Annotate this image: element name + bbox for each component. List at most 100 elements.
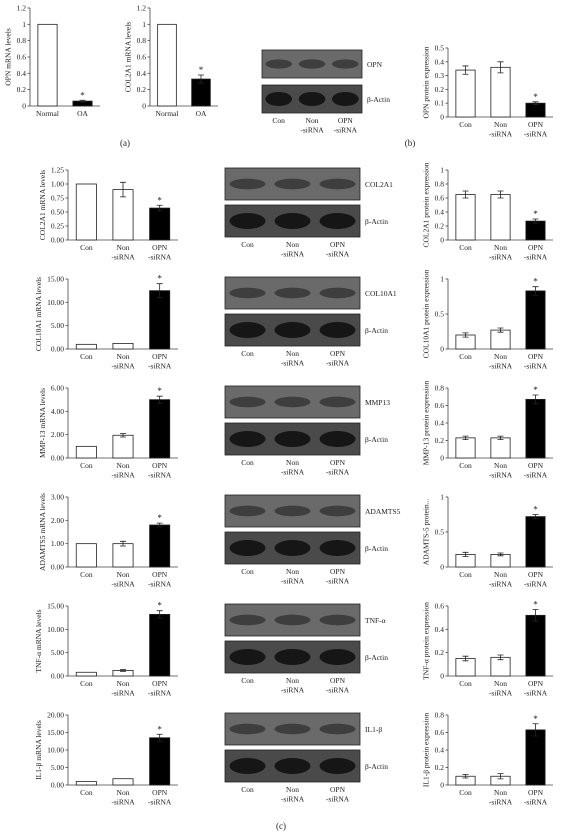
significance-mark: * (533, 385, 538, 395)
error-bar (462, 65, 469, 75)
x-tick-label: OPN -siRNA (524, 352, 548, 371)
bar (455, 69, 476, 118)
y-tick-label: 1 (440, 166, 444, 175)
y-tick-label: 0.3 (435, 71, 445, 80)
y-tick-label: 1.2 (137, 4, 147, 13)
y-axis-label: MMP-13 mRNA levels (38, 388, 47, 458)
y-tick-label: 0.75 (51, 194, 64, 203)
y-tick-label: 0.6 (435, 401, 445, 410)
y-tick-label: 0.2 (435, 436, 445, 445)
error-bar (532, 514, 539, 520)
y-tick-label: 0.8 (435, 180, 445, 189)
protein-label: COL2A1 (365, 180, 393, 189)
y-tick-label: 1 (22, 20, 26, 29)
x-tick-label: Non -siRNA (111, 570, 135, 589)
blot-band (274, 614, 311, 626)
bar (490, 194, 511, 241)
blot-band (274, 322, 311, 338)
x-tick-label: Non -siRNA (489, 352, 513, 371)
blot-band (229, 396, 266, 408)
bar (75, 671, 97, 677)
significance-mark: * (157, 386, 162, 396)
significance-mark: * (199, 65, 204, 75)
blot-band (229, 287, 266, 299)
significance-mark: * (533, 277, 538, 287)
y-tick-label: 10.00 (47, 746, 64, 755)
y-tick-label: 2.00 (51, 516, 64, 525)
y-tick-label: 0 (440, 345, 444, 354)
y-axis-label: OPN protein expression (422, 46, 431, 118)
blot-band (229, 614, 266, 626)
error-bar (462, 435, 469, 441)
blot-band (319, 431, 356, 447)
x-tick-label: Non -siRNA (489, 461, 513, 480)
blot-band (274, 396, 311, 408)
lane-label: Con (241, 240, 254, 249)
y-tick-label: 0.00 (51, 563, 64, 572)
lane-label: OPN -siRNA (326, 240, 350, 259)
y-tick-label: 0.5 (435, 310, 445, 319)
error-bar (532, 609, 539, 622)
y-tick-label: 1.25 (51, 166, 64, 175)
blot-band (332, 92, 359, 106)
bar (149, 207, 171, 241)
blot-band (274, 540, 311, 556)
blot-band (319, 505, 356, 517)
x-tick-label: Con (459, 352, 472, 361)
x-tick-label: OPN -siRNA (524, 570, 548, 589)
y-axis-label: MMP-13 protein expression (422, 380, 431, 465)
blot-band (319, 213, 356, 229)
lane-label: OPN -siRNA (326, 567, 350, 586)
x-tick-label: Normal (156, 109, 179, 118)
bar (112, 342, 134, 350)
x-tick-label: OPN -siRNA (524, 679, 548, 698)
error-bar (120, 540, 126, 547)
y-tick-label: 0 (440, 672, 444, 681)
y-tick-label: 0.2 (137, 85, 147, 94)
error-bar (156, 395, 163, 404)
y-tick-label: 0.00 (51, 345, 64, 354)
error-bar (532, 101, 539, 105)
y-tick-label: 0.8 (435, 384, 445, 393)
y-tick-label: 1.00 (51, 539, 64, 548)
bar (490, 554, 511, 568)
y-axis-label: ADAMTS-5 protein... (422, 499, 431, 566)
error-bar (497, 654, 504, 661)
x-tick-label: Non -siRNA (111, 461, 135, 480)
blot-band (229, 649, 266, 665)
bar (525, 614, 546, 677)
lane-label: Con (241, 676, 254, 685)
bar (149, 737, 171, 786)
loading-control-label: β-Actin (365, 653, 388, 662)
y-tick-label: 0.8 (17, 36, 27, 45)
bar (525, 102, 546, 118)
loading-control-label: β-Actin (365, 326, 388, 335)
error-bar (497, 773, 504, 780)
significance-mark: * (80, 90, 85, 100)
y-tick-label: 0.6 (17, 53, 27, 62)
panel-label: (b) (405, 138, 416, 148)
y-axis-label: COL2A1 mRNA levels (124, 22, 133, 92)
lane-label: OPN -siRNA (334, 116, 358, 135)
error-bar (497, 190, 504, 199)
y-axis-label: OPN mRNA levels (4, 28, 13, 86)
protein-label: COL10A1 (365, 289, 397, 298)
y-axis-label: IL1-β protein expression (422, 713, 431, 787)
y-tick-label: 0.6 (435, 194, 445, 203)
blot-band (332, 59, 359, 69)
y-tick-label: 0.2 (435, 763, 445, 772)
y-tick-label: 2.00 (51, 430, 64, 439)
lane-label: Non -siRNA (281, 458, 305, 477)
lane-label: Con (272, 116, 285, 125)
x-tick-label: OA (196, 109, 207, 118)
error-bar (79, 99, 86, 103)
blot-band (319, 396, 356, 408)
y-tick-label: 1.00 (51, 180, 64, 189)
x-tick-label: OPN -siRNA (148, 679, 172, 698)
blot-band (298, 59, 326, 69)
error-bar (156, 283, 163, 299)
bar (490, 329, 511, 350)
blot-band (319, 322, 356, 338)
y-tick-label: 0.6 (137, 53, 147, 62)
error-bar (120, 433, 126, 438)
